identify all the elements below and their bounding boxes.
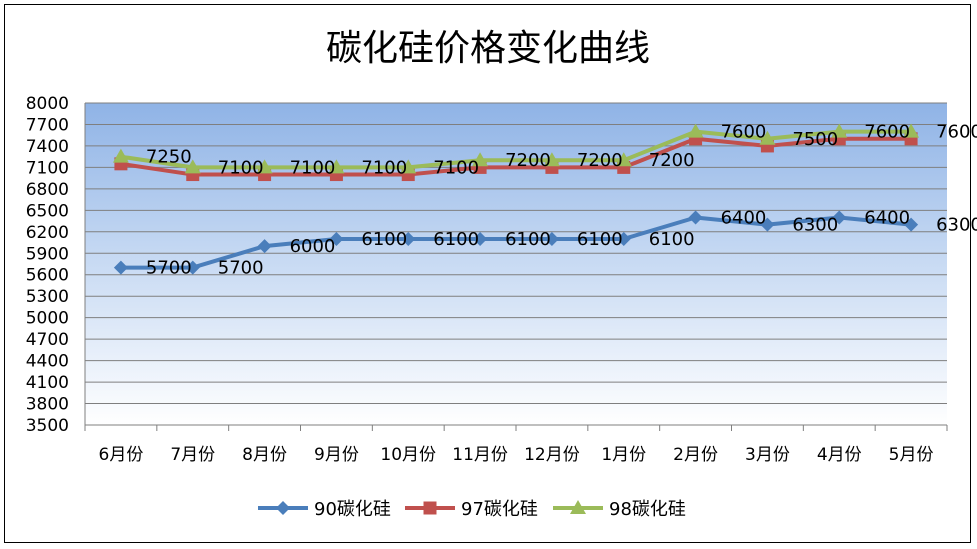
data-label: 6300 <box>792 215 838 236</box>
data-point-triangle <box>687 123 704 138</box>
data-point-triangle <box>400 159 417 174</box>
axes: 3500380041004400470050005300560059006200… <box>26 94 948 465</box>
x-tick-label: 10月份 <box>380 445 436 465</box>
data-label: 6100 <box>433 229 479 250</box>
y-tick-label: 5000 <box>26 309 69 329</box>
data-label: 7600 <box>721 122 767 143</box>
data-label: 7600 <box>936 122 977 143</box>
data-point-diamond <box>832 210 847 225</box>
data-point-diamond <box>329 231 344 246</box>
data-label: 5700 <box>218 258 264 279</box>
data-point-diamond <box>904 217 919 232</box>
data-point-triangle <box>184 159 201 174</box>
data-label: 5700 <box>146 258 192 279</box>
data-point-diamond <box>257 239 272 254</box>
data-label: 6300 <box>936 215 977 236</box>
data-label: 6400 <box>864 207 910 228</box>
data-point-diamond <box>473 231 488 246</box>
data-point-diamond <box>688 210 703 225</box>
legend-label: 97碳化硅 <box>461 499 538 520</box>
x-tick-label: 7月份 <box>170 445 215 465</box>
data-point-triangle <box>472 152 489 167</box>
data-label: 6100 <box>577 229 623 250</box>
y-tick-label: 7700 <box>26 115 69 135</box>
y-tick-label: 4700 <box>26 330 69 350</box>
x-tick-label: 4月份 <box>817 445 862 465</box>
data-point-diamond <box>185 260 200 275</box>
data-label: 7100 <box>290 157 336 178</box>
legend-marker-square <box>423 501 437 515</box>
y-tick-label: 5600 <box>26 266 69 286</box>
data-point-diamond <box>113 260 128 275</box>
y-tick-label: 4400 <box>26 352 69 372</box>
data-point-triangle <box>328 159 345 174</box>
data-label: 7200 <box>649 150 695 171</box>
data-point-triangle <box>903 123 920 138</box>
y-tick-label: 6500 <box>26 201 69 221</box>
y-tick-label: 8000 <box>26 94 69 114</box>
data-label: 7100 <box>218 157 264 178</box>
y-tick-label: 6800 <box>26 180 69 200</box>
series-layer <box>112 123 920 275</box>
y-tick-label: 4100 <box>26 373 69 393</box>
data-point-diamond <box>544 231 559 246</box>
data-label: 7250 <box>146 147 192 168</box>
data-point-triangle <box>831 123 848 138</box>
x-tick-label: 2月份 <box>673 445 718 465</box>
data-label: 6100 <box>361 229 407 250</box>
data-point-diamond <box>760 217 775 232</box>
data-labels: 5700 5700 6000 6100 6100 6100 6100 6100 6400 6300… <box>146 122 977 279</box>
data-label: 6000 <box>290 236 336 257</box>
y-tick-label: 5900 <box>26 244 69 264</box>
y-tick-label: 7100 <box>26 158 69 178</box>
series-line-triangle <box>120 129 912 170</box>
y-tick-label: 3800 <box>26 395 69 415</box>
x-tick-label: 11月份 <box>452 445 508 465</box>
data-point-triangle <box>112 148 129 163</box>
y-tick-label: 7400 <box>26 137 69 157</box>
legend-label: 98碳化硅 <box>609 499 686 520</box>
y-tick-label: 6200 <box>26 223 69 243</box>
y-tick-label: 3500 <box>26 416 69 436</box>
x-tick-label: 3月份 <box>745 445 790 465</box>
data-point-triangle <box>615 152 632 167</box>
data-label: 7100 <box>361 157 407 178</box>
chart-title: 碳化硅价格变化曲线 <box>326 28 650 69</box>
x-tick-label: 5月份 <box>889 445 934 465</box>
x-tick-label: 9月份 <box>314 445 359 465</box>
data-label: 7200 <box>577 150 623 171</box>
legend: 90碳化硅 97碳化硅 98碳化硅 <box>258 499 686 520</box>
data-label: 6100 <box>505 229 551 250</box>
series-line-square <box>120 136 912 177</box>
data-point-triangle <box>759 130 776 145</box>
data-point-triangle <box>256 159 273 174</box>
data-point-diamond <box>616 231 631 246</box>
grid-lines <box>85 102 947 426</box>
data-label: 7200 <box>505 150 551 171</box>
legend-marker-diamond <box>276 501 290 515</box>
x-tick-label: 8月份 <box>242 445 287 465</box>
data-label: 7600 <box>864 122 910 143</box>
y-tick-label: 5300 <box>26 287 69 307</box>
x-tick-label: 6月份 <box>99 445 144 465</box>
legend-label: 90碳化硅 <box>314 499 391 520</box>
x-tick-label: 1月份 <box>601 445 646 465</box>
series-line-diamond <box>120 215 912 270</box>
data-point-triangle <box>543 152 560 167</box>
plot-area <box>85 103 947 425</box>
data-label: 7100 <box>433 157 479 178</box>
data-point-diamond <box>401 231 416 246</box>
x-tick-label: 12月份 <box>524 445 580 465</box>
data-label: 6100 <box>649 229 695 250</box>
legend-marker-triangle <box>570 500 586 514</box>
data-label: 6400 <box>721 207 767 228</box>
data-label: 7500 <box>792 129 838 150</box>
